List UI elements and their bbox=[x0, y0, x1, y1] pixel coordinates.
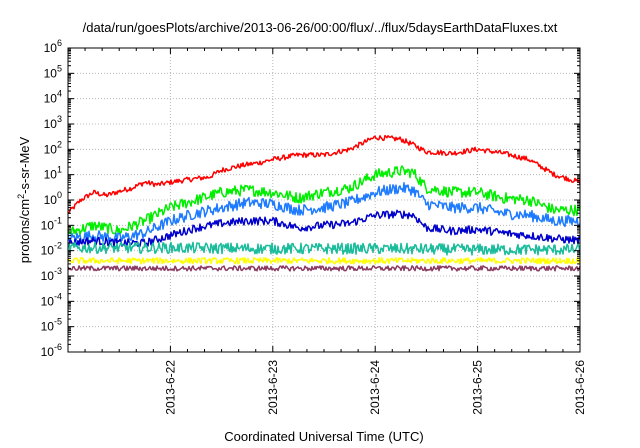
y-tick-label: 103 bbox=[44, 114, 62, 131]
series-line bbox=[67, 209, 581, 248]
x-tick-label: 2013-6-25 bbox=[471, 360, 485, 415]
series-line bbox=[67, 134, 581, 214]
y-axis-label: protons/cm2-s-sr-MeV bbox=[15, 136, 33, 264]
x-axis-label: Coordinated Universal Time (UTC) bbox=[224, 429, 424, 444]
x-tick-label: 2013-6-26 bbox=[573, 360, 587, 415]
y-tick-label: 100 bbox=[44, 190, 62, 207]
chart-title: /data/run/goesPlots/archive/2013-06-26/0… bbox=[82, 20, 558, 35]
y-tick-label: 10-5 bbox=[41, 317, 62, 334]
x-tick-label: 2013-6-22 bbox=[163, 360, 177, 415]
y-tick-label: 106 bbox=[44, 38, 62, 55]
y-tick-label: 10-4 bbox=[41, 291, 62, 308]
series-line bbox=[67, 256, 581, 265]
y-tick-label: 10-1 bbox=[41, 215, 62, 232]
y-tick-label: 10-3 bbox=[41, 266, 62, 283]
series-line bbox=[67, 182, 581, 244]
y-tick-label: 10-2 bbox=[41, 241, 62, 258]
series-line bbox=[67, 265, 581, 272]
x-tick-label: 2013-6-24 bbox=[368, 360, 382, 415]
y-tick-label: 101 bbox=[44, 165, 62, 182]
x-tick-label: 2013-6-23 bbox=[266, 360, 280, 415]
series-line bbox=[67, 165, 581, 236]
y-tick-label: 10-6 bbox=[41, 342, 62, 359]
series-line bbox=[67, 241, 581, 256]
y-tick-label: 105 bbox=[44, 63, 62, 80]
y-tick-label: 104 bbox=[44, 89, 62, 106]
y-tick-label: 102 bbox=[44, 139, 62, 156]
